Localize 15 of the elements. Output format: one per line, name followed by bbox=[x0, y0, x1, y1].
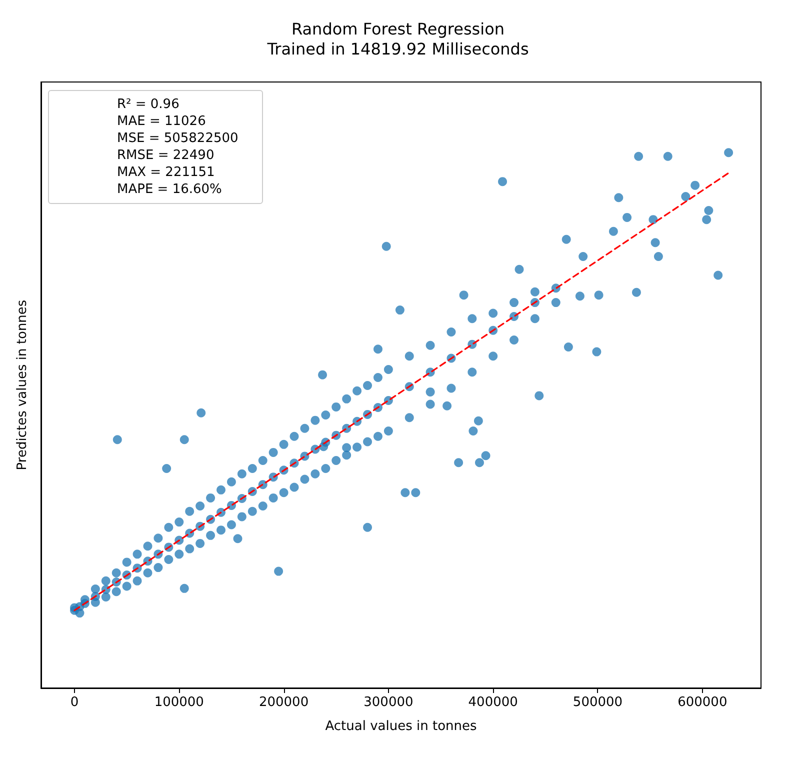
x-tick-label: 100000 bbox=[154, 695, 204, 710]
x-tick-label: 300000 bbox=[364, 695, 414, 710]
x-tick-label: 500000 bbox=[572, 695, 623, 710]
x-tick-label: 200000 bbox=[258, 695, 309, 710]
x-tick-label: 600000 bbox=[678, 695, 728, 710]
annotation: MAX = 221151 bbox=[117, 164, 216, 181]
text-box: R² = 0.96 MAE = 11026 MSE = 505822500 RMSE = 22490 MAX = 221151 MAPE = 16.60% bbox=[48, 90, 263, 204]
x-axis-title: Actual values in tonnes bbox=[325, 719, 477, 734]
x-tick-label: 0 bbox=[70, 695, 79, 710]
annotation: MAPE = 16.60% bbox=[117, 181, 223, 198]
annotation: RMSE = 22490 bbox=[117, 147, 216, 164]
x-tick-label: 400000 bbox=[468, 695, 518, 710]
chart-title: Random Forest Regression bbox=[291, 20, 505, 38]
y-axis-title: Predictes values in tonnes bbox=[15, 300, 30, 470]
chart-subtitle: Trained in 14819.92 Milliseconds bbox=[266, 40, 529, 58]
